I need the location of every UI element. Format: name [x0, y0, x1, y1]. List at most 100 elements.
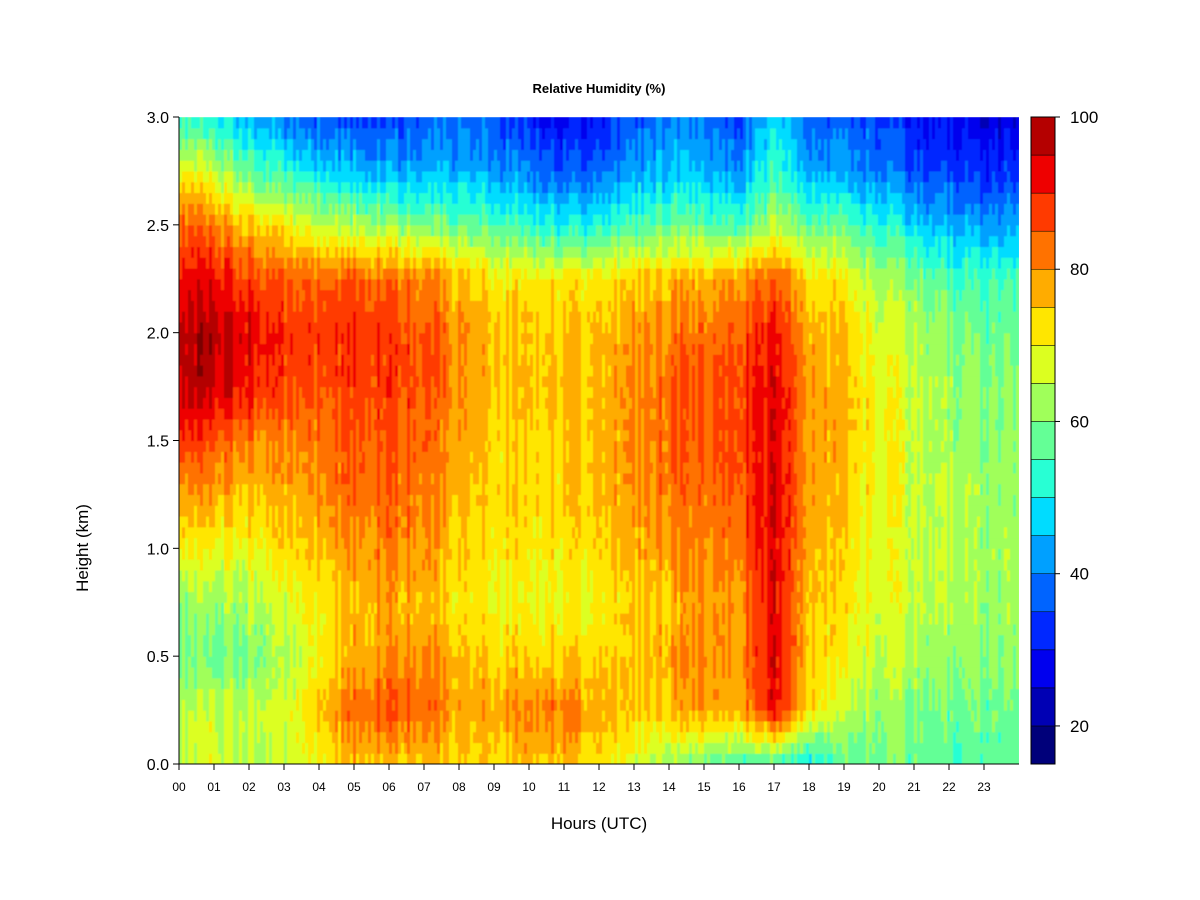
heatmap-cell: [209, 321, 213, 334]
heatmap-cell: [206, 710, 210, 722]
heatmap-cell: [191, 623, 195, 636]
heatmap-cell: [185, 472, 189, 485]
heatmap-cell: [218, 375, 222, 388]
heatmap-cell: [224, 515, 228, 528]
heatmap-cell: [203, 214, 207, 226]
heatmap-cell: [242, 623, 246, 636]
heatmap-cell: [182, 397, 186, 409]
heatmap-cell: [242, 192, 246, 204]
heatmap-cell: [239, 192, 243, 204]
heatmap-cell: [194, 181, 198, 194]
heatmap-cell: [245, 257, 249, 269]
heatmap-cell: [224, 731, 228, 744]
heatmap-cell: [194, 127, 198, 140]
heatmap-cell: [194, 214, 198, 226]
heatmap-cell: [194, 149, 198, 161]
heatmap-cell: [245, 731, 249, 744]
heatmap-cell: [239, 580, 243, 593]
heatmap-cell: [191, 418, 195, 431]
heatmap-cell: [200, 181, 204, 194]
heatmap-cell: [227, 462, 231, 474]
heatmap-cell: [227, 710, 231, 722]
heatmap-cell: [218, 656, 222, 668]
heatmap-cell: [239, 677, 243, 690]
heatmap-cell: [236, 656, 240, 668]
heatmap-cell: [182, 203, 186, 215]
heatmap-cell: [194, 386, 198, 398]
heatmap-cell: [227, 289, 231, 301]
heatmap-cell: [242, 440, 246, 452]
heatmap-cell: [239, 559, 243, 571]
heatmap-cell: [194, 548, 198, 560]
heatmap-cell: [224, 246, 228, 258]
heatmap-cell: [203, 397, 207, 409]
heatmap-cell: [251, 720, 255, 733]
heatmap-cell: [242, 332, 246, 345]
heatmap-cell: [224, 418, 228, 431]
heatmap-cell: [179, 365, 183, 377]
heatmap-cell: [239, 505, 243, 517]
heatmap-cell: [242, 731, 246, 744]
heatmap-cell: [179, 267, 183, 280]
heatmap-cell: [200, 494, 204, 506]
heatmap-cell: [251, 375, 255, 388]
heatmap-cell: [236, 418, 240, 431]
heatmap-cell: [179, 677, 183, 690]
heatmap-cell: [233, 149, 237, 161]
heatmap-cell: [212, 440, 216, 452]
heatmap-cell: [227, 117, 231, 129]
heatmap-cell: [233, 203, 237, 215]
heatmap-cell: [179, 580, 183, 593]
heatmap-cell: [227, 278, 231, 291]
heatmap-cell: [242, 451, 246, 463]
heatmap-cell: [224, 117, 228, 129]
heatmap-cell: [242, 720, 246, 733]
heatmap-cell: [248, 548, 252, 560]
heatmap-cell: [194, 656, 198, 668]
heatmap-cell: [230, 354, 234, 366]
heatmap-cell: [197, 192, 201, 204]
heatmap-cell: [200, 742, 204, 754]
heatmap-cell: [191, 332, 195, 345]
heatmap-cell: [227, 138, 231, 150]
heatmap-cell: [224, 203, 228, 215]
heatmap-cell: [209, 418, 213, 431]
heatmap-cell: [236, 289, 240, 301]
heatmap-cell: [239, 408, 243, 420]
heatmap-cell: [251, 613, 255, 625]
heatmap-cell: [194, 515, 198, 528]
heatmap-cell: [200, 192, 204, 204]
heatmap-cell: [182, 170, 186, 183]
heatmap-cell: [179, 408, 183, 420]
heatmap-cell: [188, 591, 192, 603]
heatmap-cell: [233, 699, 237, 711]
heatmap-cell: [185, 515, 189, 528]
heatmap-cell: [236, 559, 240, 571]
heatmap-cell: [206, 224, 210, 237]
heatmap-cell: [224, 235, 228, 247]
heatmap-cell: [245, 170, 249, 183]
heatmap-cell: [215, 311, 219, 323]
heatmap-cell: [188, 257, 192, 269]
heatmap-cell: [227, 246, 231, 258]
heatmap-cell: [200, 731, 204, 744]
heatmap-cell: [209, 311, 213, 323]
heatmap-cell: [191, 224, 195, 237]
heatmap-cell: [185, 149, 189, 161]
heatmap-cell: [200, 257, 204, 269]
heatmap-cell: [191, 753, 195, 764]
heatmap-cell: [224, 375, 228, 388]
heatmap-cell: [194, 494, 198, 506]
heatmap-cell: [188, 753, 192, 764]
heatmap-cell: [203, 580, 207, 593]
heatmap-cell: [230, 537, 234, 549]
heatmap-cell: [242, 677, 246, 690]
heatmap-cell: [185, 559, 189, 571]
heatmap-cell: [200, 149, 204, 161]
heatmap-cell: [245, 311, 249, 323]
heatmap-cell: [233, 257, 237, 269]
heatmap-cell: [191, 742, 195, 754]
heatmap-cell: [218, 289, 222, 301]
heatmap-cell: [239, 699, 243, 711]
heatmap-cell: [185, 688, 189, 700]
